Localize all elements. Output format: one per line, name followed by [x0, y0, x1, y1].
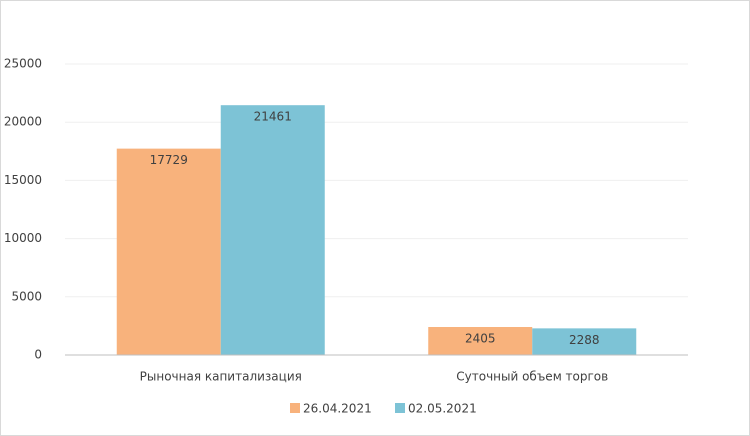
- x-tick-label: Рыночная капитализация: [140, 370, 302, 384]
- legend-swatch: [290, 403, 300, 413]
- data-label: 2405: [465, 332, 496, 346]
- y-tick-label: 5000: [11, 289, 42, 303]
- bar: [428, 327, 533, 355]
- legend-label: 26.04.2021: [303, 402, 372, 416]
- y-tick-label: 0: [34, 348, 42, 362]
- data-label: 21461: [254, 110, 292, 124]
- legend-label: 02.05.2021: [408, 402, 477, 416]
- y-tick-label: 15000: [4, 173, 42, 187]
- data-label: 2288: [569, 333, 600, 347]
- x-tick-label: Суточный объем торгов: [456, 370, 608, 384]
- bar: [532, 328, 637, 355]
- bar: [116, 148, 221, 355]
- data-label: 17729: [150, 153, 188, 167]
- y-tick-label: 20000: [4, 115, 42, 129]
- y-tick-label: 25000: [4, 57, 42, 71]
- y-tick-label: 10000: [4, 231, 42, 245]
- legend-swatch: [395, 403, 405, 413]
- bar: [220, 105, 325, 355]
